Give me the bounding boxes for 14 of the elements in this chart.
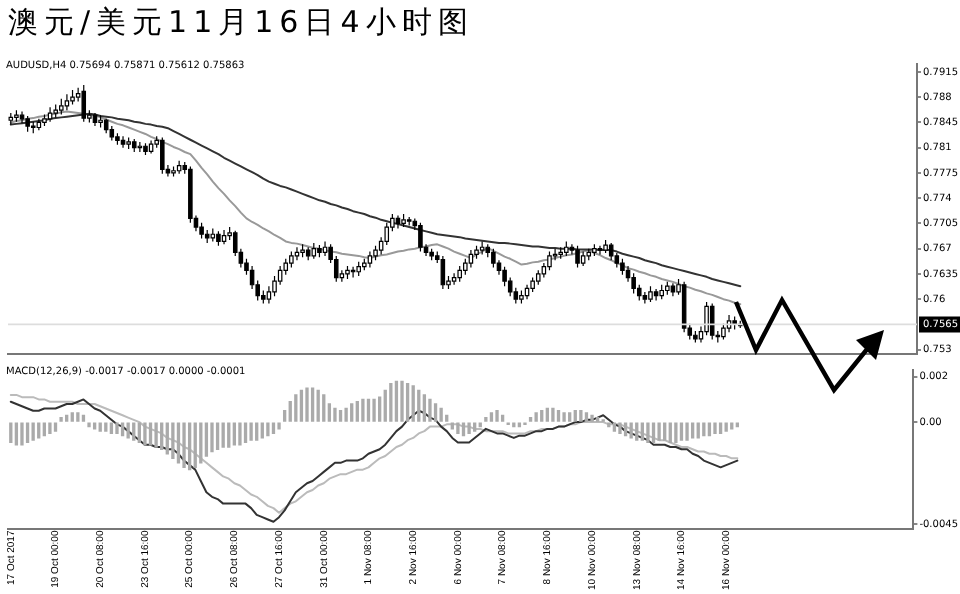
candlestick [294,246,300,261]
candlestick [670,282,676,297]
candlestick [221,229,227,245]
candlestick [451,272,457,286]
candlestick [642,291,648,305]
candlestick [120,135,126,149]
chart-title: 澳元/美元11月16日4小时图 [8,4,474,42]
candlestick [580,250,586,267]
candlestick [148,139,154,155]
candlestick [479,240,485,256]
candlestick [47,106,53,123]
candlestick [468,249,474,269]
candlestick [367,250,373,269]
candlestick [653,288,659,302]
